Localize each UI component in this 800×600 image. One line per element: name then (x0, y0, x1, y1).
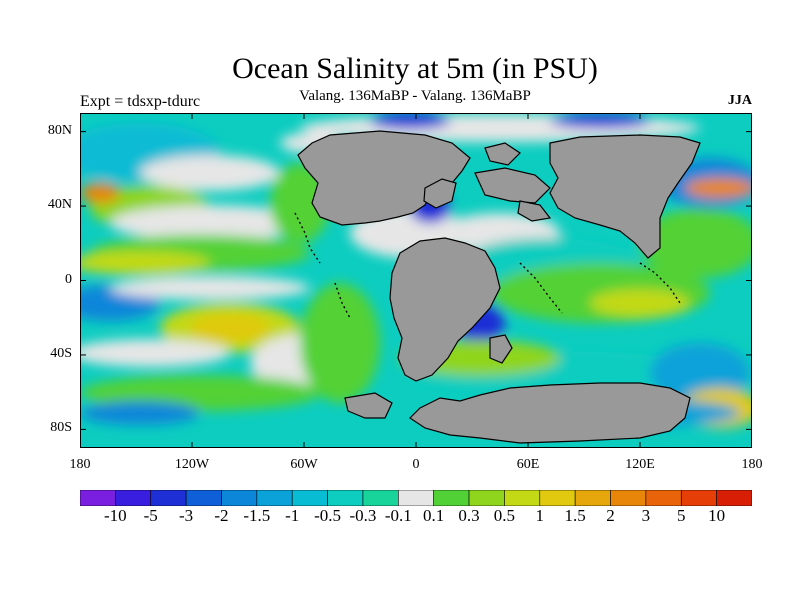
colorbar-label: -0.5 (314, 506, 342, 525)
colorbar-swatch (504, 490, 541, 506)
colorbar-swatch (574, 490, 611, 506)
salinity-map (80, 113, 752, 448)
colorbar-swatch (716, 490, 752, 506)
lon-label: 120W (174, 457, 210, 472)
colorbar-label: -10 (104, 506, 127, 525)
colorbar-label: -0.3 (349, 506, 377, 525)
colorbar-label: 0.1 (423, 506, 445, 525)
axis-ticks (80, 113, 752, 448)
map-title: Ocean Salinity at 5m (in PSU) (232, 52, 598, 85)
colorbar-swatch (468, 490, 505, 506)
colorbar-label: 10 (708, 506, 726, 525)
landmass-india (489, 334, 513, 364)
colorbar-swatch (256, 490, 293, 506)
colorbar-label: 1 (535, 506, 545, 525)
landmass-antarctica (409, 382, 691, 444)
colorbar-label: 1.5 (564, 506, 586, 525)
colorbar-swatch (398, 490, 434, 506)
island-chains (294, 212, 681, 319)
landmass-island-a (484, 142, 521, 166)
colorbar-swatch (433, 490, 470, 506)
colorbar-swatch (80, 490, 116, 506)
colorbar-label: -1 (285, 506, 300, 525)
lat-label: 40S (50, 345, 72, 361)
colorbar-swatch (610, 490, 647, 506)
landmass-gondwana (389, 237, 501, 382)
lat-label: 0 (65, 271, 72, 287)
lat-label: 80N (47, 122, 72, 138)
colorbar-swatch (327, 490, 364, 506)
colorbar (80, 490, 752, 506)
land (297, 130, 701, 444)
colorbar-swatch (645, 490, 682, 506)
colorbar-label: -0.1 (384, 506, 412, 525)
landmass-island-b (517, 200, 552, 222)
lat-label: 80S (50, 420, 72, 436)
colorbar-label: 5 (677, 506, 686, 525)
landmass-iberia (423, 178, 457, 209)
colorbar-swatch (221, 490, 258, 506)
lon-label: 120E (625, 457, 655, 472)
landmass-laurasia-west (297, 130, 471, 226)
colorbar-swatch (362, 490, 399, 506)
landmass-central-asia (474, 167, 551, 204)
colorbar-swatch (150, 490, 187, 506)
colorbar-swatch (291, 490, 328, 506)
lon-label: 0 (412, 457, 420, 472)
colorbar-label: 0.3 (458, 506, 480, 525)
colorbar-label: 3 (641, 506, 651, 525)
colorbar-swatch (539, 490, 576, 506)
colorbar-label: 2 (606, 506, 615, 525)
colorbar-label: -1.5 (243, 506, 271, 525)
lat-label: 40N (47, 197, 72, 213)
colorbar-swatch (680, 490, 717, 506)
colorbar-label: 0.5 (493, 506, 516, 525)
lon-label: 180 (741, 457, 763, 472)
map-subtitle: Valang. 136MaBP - Valang. 136MaBP (299, 88, 531, 104)
experiment-label: Expt = tdsxp-tdurc (80, 93, 201, 110)
colorbar-label: -2 (214, 506, 229, 525)
colorbar-label: -3 (179, 506, 194, 525)
season-label: JJA (727, 93, 752, 108)
lon-label: 180 (69, 457, 91, 472)
lon-label: 60W (290, 457, 318, 472)
colorbar-label: -5 (143, 506, 158, 525)
colorbar-swatch (185, 490, 222, 506)
lon-label: 60E (516, 457, 540, 472)
landmass-antarctic-peninsula (344, 392, 393, 419)
landmass-asia (549, 134, 701, 259)
colorbar-swatch (115, 490, 152, 506)
